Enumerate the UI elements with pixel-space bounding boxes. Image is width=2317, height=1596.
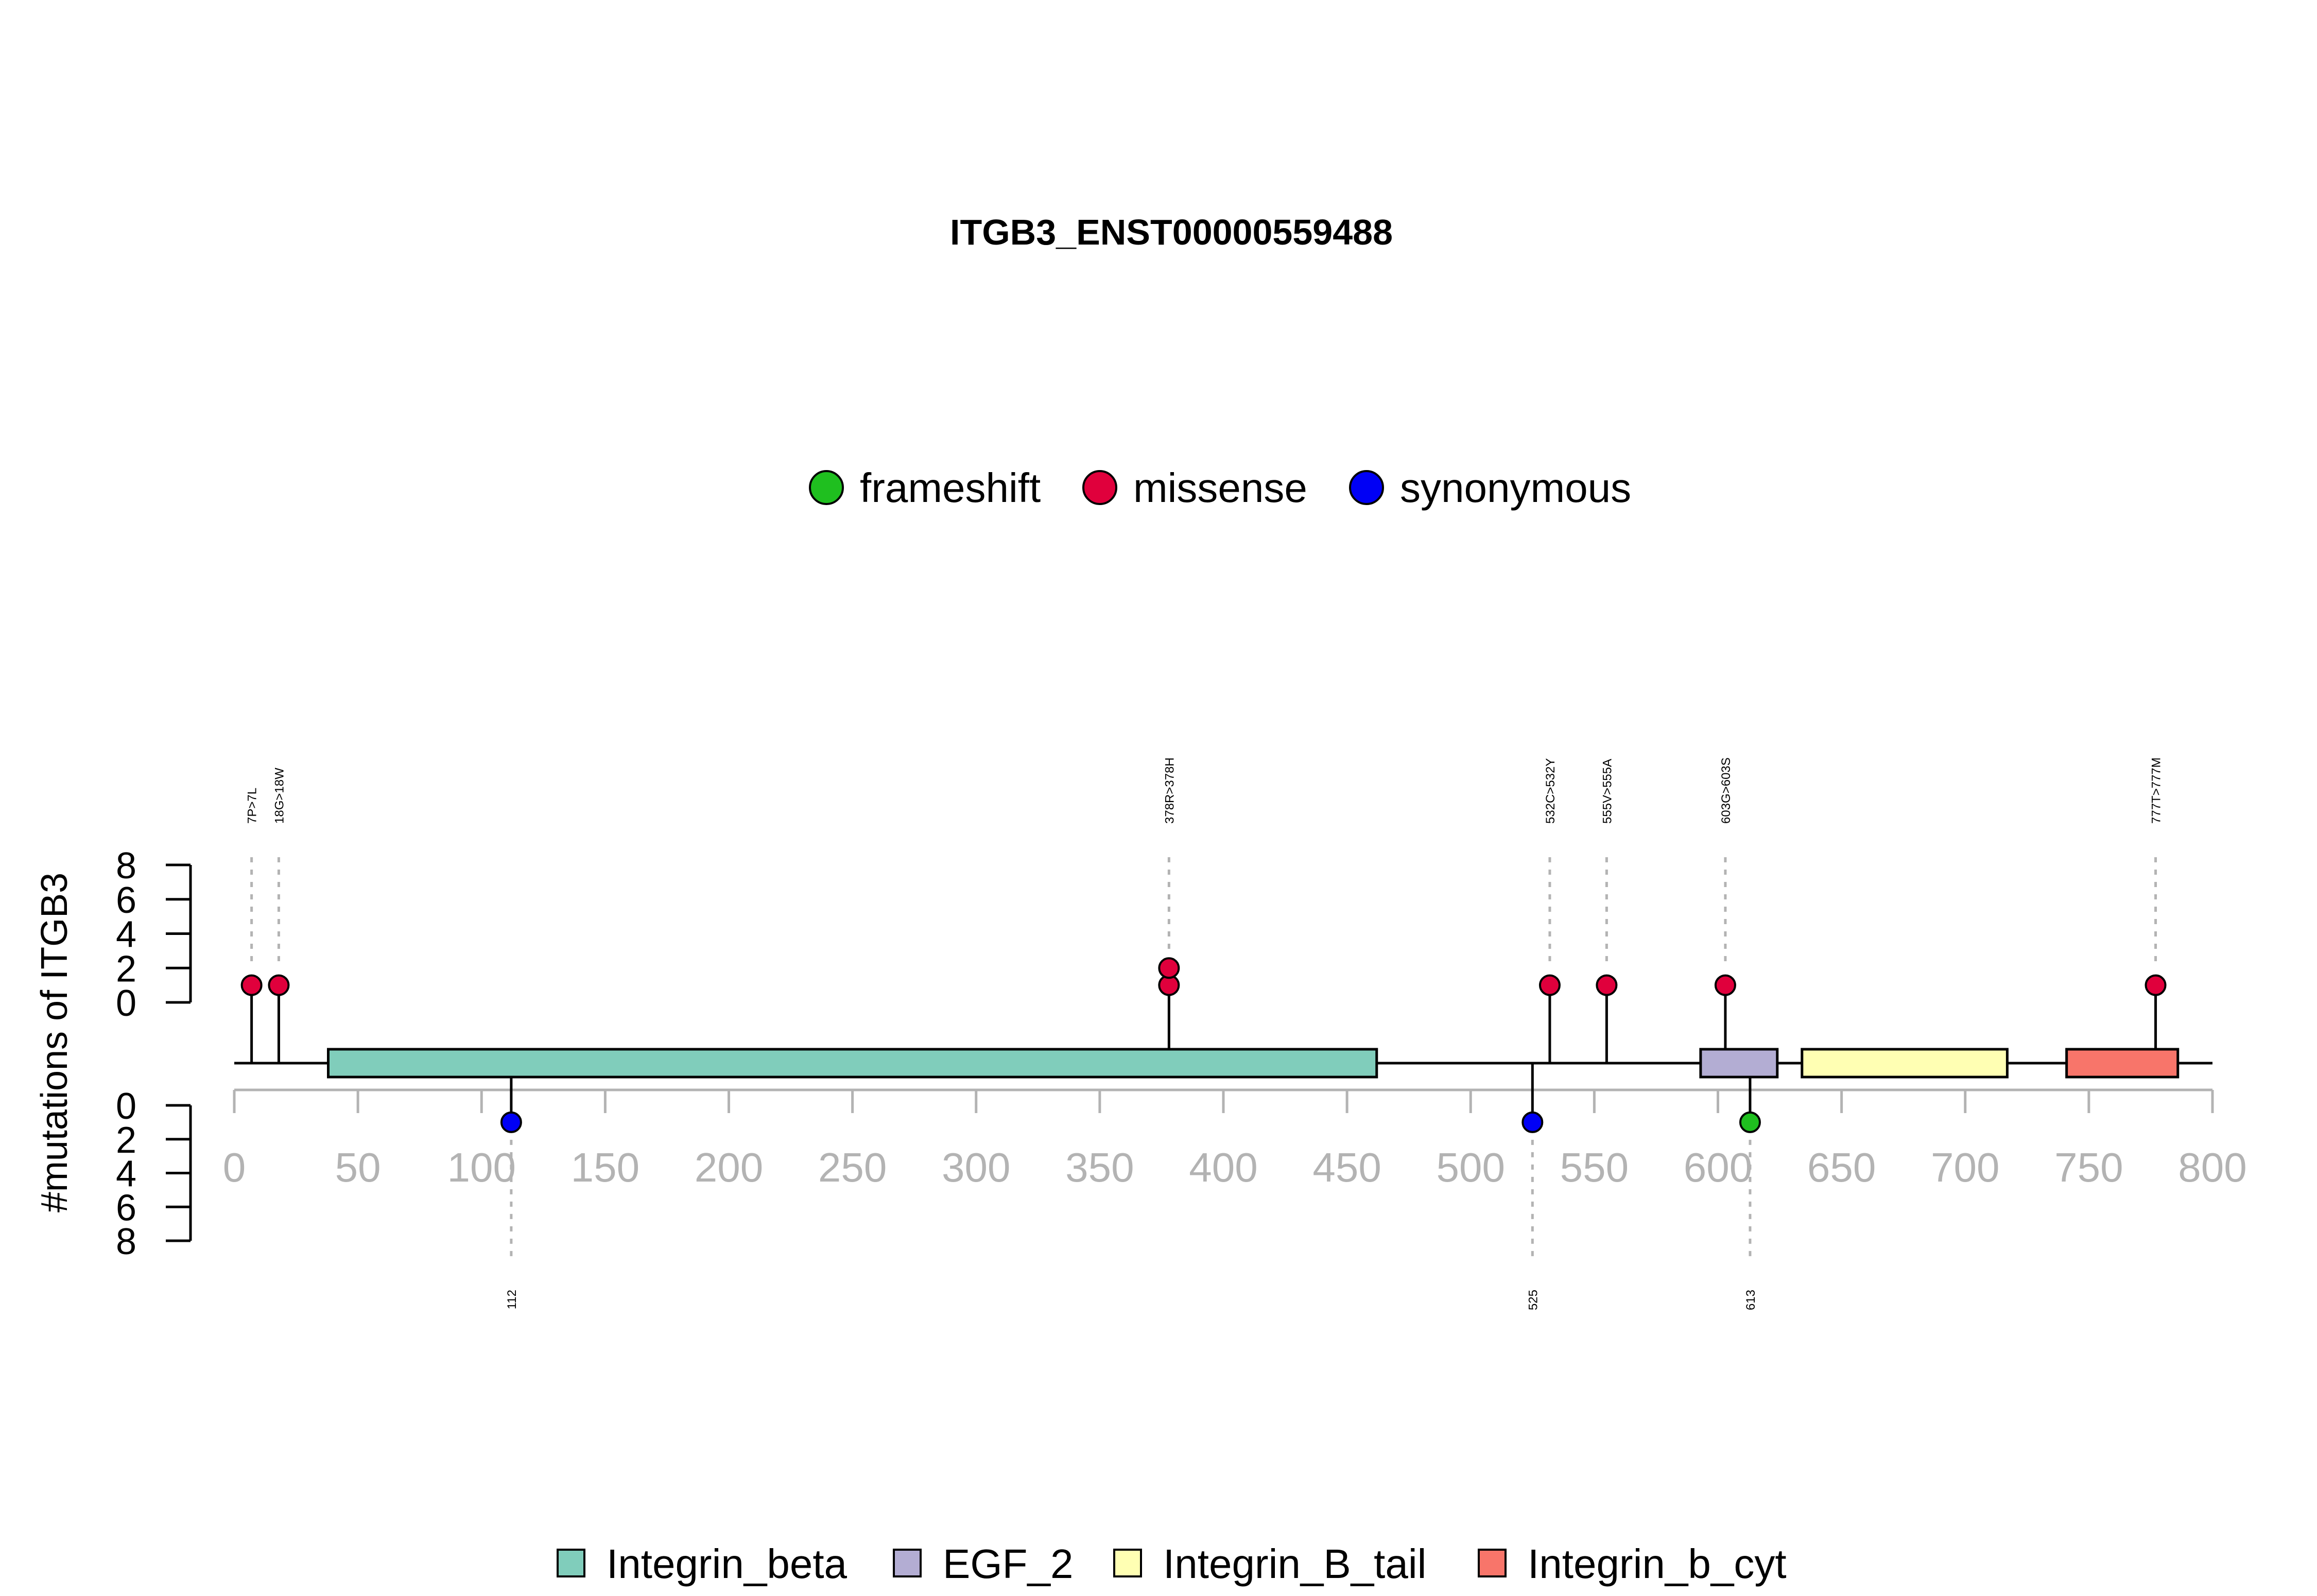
legend-label-frameshift: frameshift — [860, 465, 1041, 511]
chart-title: ITGB3_ENST00000559488 — [950, 212, 1393, 252]
mutation-label: 112 — [505, 1290, 519, 1309]
domain-legend-label: Integrin_beta — [607, 1541, 848, 1587]
x-tick-label: 650 — [1807, 1144, 1876, 1190]
y-tick-label-bottom: 2 — [116, 1120, 136, 1161]
x-tick-label: 300 — [942, 1144, 1010, 1190]
legend-marker-missense — [1082, 470, 1117, 505]
x-tick-label: 750 — [2054, 1144, 2123, 1190]
domain-legend-label: Integrin_B_tail — [1163, 1541, 1426, 1587]
domain-integrin-beta — [326, 1048, 1378, 1079]
y-tick-label-top: 4 — [116, 914, 136, 956]
y-tick-label-bottom: 0 — [116, 1086, 136, 1127]
domain-integrin-b-cyt — [2065, 1048, 2180, 1079]
y-tick-label-bottom: 4 — [116, 1154, 136, 1195]
x-tick-label: 350 — [1065, 1144, 1134, 1190]
y-tick-label-bottom: 6 — [116, 1187, 136, 1228]
mutation-point-missense — [1596, 974, 1618, 996]
x-tick-label: 50 — [335, 1144, 381, 1190]
mutation-point-synonymous — [1521, 1111, 1544, 1133]
domain-legend-label: Integrin_b_cyt — [1528, 1541, 1787, 1587]
x-tick-label: 600 — [1684, 1144, 1752, 1190]
mutation-label: 777T>777M — [2150, 757, 2164, 824]
mutation-label: 613 — [1744, 1290, 1758, 1310]
domain-integrin-b-tail — [1801, 1048, 2009, 1079]
domain-legend-swatch-integrin-beta — [557, 1549, 585, 1577]
mutation-point-missense — [2145, 974, 2167, 996]
x-tick-label: 100 — [447, 1144, 516, 1190]
legend-marker-synonymous — [1349, 470, 1384, 505]
legend-label-missense: missense — [1133, 465, 1307, 511]
x-tick-label: 450 — [1312, 1144, 1381, 1190]
domain-legend: Integrin_beta EGF_2 Integrin_B_tail Integri… — [557, 1541, 1787, 1587]
x-tick-label: 250 — [818, 1144, 887, 1190]
domain-layer — [326, 1048, 2180, 1079]
domain-legend-swatch-integrin-b-tail — [1113, 1549, 1142, 1577]
mutation-label: 378R>378H — [1163, 757, 1177, 824]
y-tick-label-top: 6 — [116, 880, 136, 921]
x-tick-label: 500 — [1437, 1144, 1505, 1190]
mutation-label: 525 — [1526, 1290, 1540, 1310]
mutation-point-missense — [1714, 974, 1736, 996]
x-tick-label: 200 — [695, 1144, 763, 1190]
mutation-point-missense — [1538, 974, 1561, 996]
mutation-point-missense — [268, 974, 290, 996]
mutation-label: 555V>555A — [1600, 759, 1614, 824]
x-tick-label: 400 — [1189, 1144, 1257, 1190]
mutation-point-frameshift — [1739, 1111, 1761, 1133]
mutation-layer: 7P>7L 18G>18W 378R>378H 532C>532Y 555V>555A 6… — [240, 757, 2167, 1310]
domain-legend-swatch-egf-2 — [893, 1549, 922, 1577]
legend-marker-frameshift — [809, 470, 844, 505]
x-tick-label: 0 — [223, 1144, 246, 1190]
domain-legend-label: EGF_2 — [943, 1541, 1073, 1587]
y-tick-label-bottom: 8 — [116, 1221, 136, 1262]
x-tick-label: 150 — [571, 1144, 639, 1190]
legend-label-synonymous: synonymous — [1400, 465, 1631, 511]
x-tick-label: 800 — [2178, 1144, 2246, 1190]
y-tick-label-top: 2 — [116, 948, 136, 990]
mutation-label: 532C>532Y — [1544, 758, 1558, 824]
mutation-label: 18G>18W — [272, 768, 286, 824]
x-tick-label: 550 — [1560, 1144, 1629, 1190]
mutation-point-missense — [1158, 957, 1180, 979]
mutation-label: 603G>603S — [1719, 757, 1733, 824]
y-tick-label-top: 8 — [116, 845, 136, 887]
domain-legend-swatch-integrin-b-cyt — [1478, 1549, 1507, 1577]
mutation-point-missense — [240, 974, 263, 996]
mutation-label: 7P>7L — [246, 788, 260, 824]
y-axis-label: #mutations of ITGB3 — [34, 873, 75, 1212]
y-tick-label-top: 0 — [116, 983, 136, 1024]
mutation-point-synonymous — [500, 1111, 522, 1133]
domain-egf-2 — [1699, 1048, 1779, 1079]
mutation-type-legend: frameshift missense synonymous — [809, 465, 1631, 511]
x-tick-label: 700 — [1931, 1144, 1999, 1190]
